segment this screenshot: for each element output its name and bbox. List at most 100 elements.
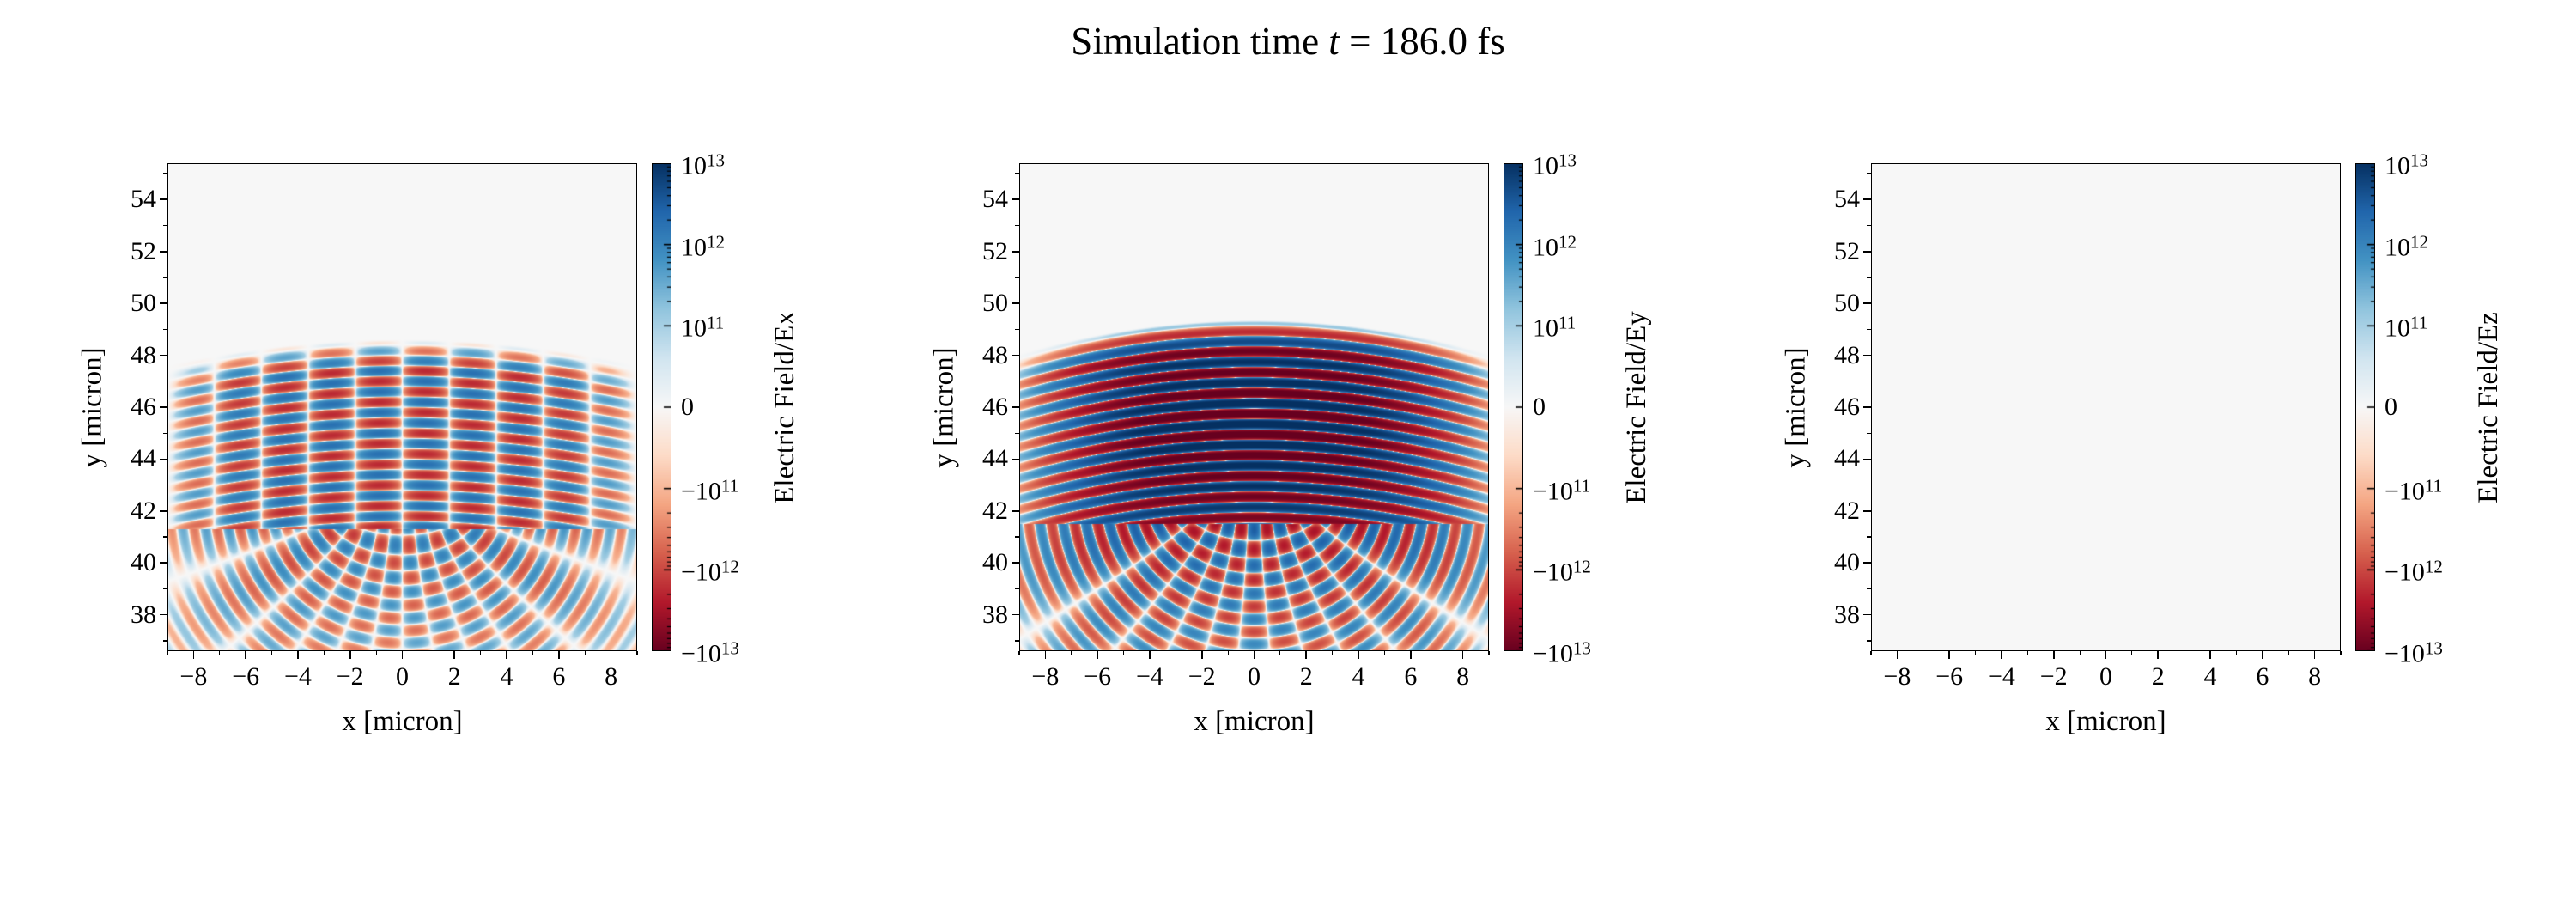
x-tick-label: −2 xyxy=(2039,662,2068,691)
y-tick-label: 46 xyxy=(131,393,156,421)
y-major-tick xyxy=(1012,613,1019,616)
y-minor-tick xyxy=(163,328,167,330)
x-major-tick xyxy=(2262,651,2263,659)
x-minor-tick xyxy=(375,651,377,655)
y-tick-label: 46 xyxy=(982,393,1008,421)
y-major-tick xyxy=(1012,406,1019,408)
x-major-tick xyxy=(1948,651,1950,659)
y-tick-label: 38 xyxy=(1834,600,1860,629)
heatmap-ez: −8 −6 −4 −2 0 2 4 6 8 38 40 42 44 46 48 50 52 54 xyxy=(1834,163,2342,691)
x-major-tick xyxy=(2052,651,2055,659)
y-major-tick xyxy=(1863,406,1871,408)
y-major-tick xyxy=(1863,354,1871,357)
y-tick-label: 50 xyxy=(131,289,156,318)
y-tick-label: 52 xyxy=(982,236,1008,265)
y-major-tick xyxy=(160,562,167,564)
colorbar-tick-label: 1011 xyxy=(2385,312,2428,343)
x-minor-tick xyxy=(1122,651,1125,655)
x-minor-tick xyxy=(1488,651,1490,655)
x-major-tick xyxy=(2157,651,2160,659)
colorbar-tick-label: −1011 xyxy=(1533,475,1591,506)
x-major-tick xyxy=(1044,651,1047,659)
x-tick-label: −6 xyxy=(1935,662,1964,691)
figure-title: Simulation time t = 186.0 fs xyxy=(0,19,2576,64)
colorbar-label-ex: Electric Field/Ex xyxy=(764,163,805,651)
y-major-tick xyxy=(1863,510,1871,512)
panel-ez: y [micron] −8 −6 −4 −2 0 2 4 6 8 38 40 42 44 46 48 50 52… xyxy=(1781,150,2576,799)
x-major-tick xyxy=(506,651,507,659)
x-axis-label: x [micron] xyxy=(342,706,463,737)
y-minor-tick xyxy=(163,536,167,538)
x-minor-tick xyxy=(480,651,482,655)
y-major-tick xyxy=(1863,562,1871,564)
y-tick-label: 40 xyxy=(131,548,156,577)
colorbar-tick-label: −1012 xyxy=(681,556,739,587)
colorbar-tick-label: 1012 xyxy=(2385,231,2428,262)
colorbar-tick-label: 1012 xyxy=(1533,231,1577,262)
x-major-tick xyxy=(192,651,195,659)
x-tick-label: 0 xyxy=(2099,662,2112,691)
x-minor-tick xyxy=(636,651,638,655)
y-tick-label: 54 xyxy=(1834,185,1860,214)
x-major-tick xyxy=(1253,651,1255,659)
x-minor-tick xyxy=(219,651,221,655)
y-tick-label: 42 xyxy=(982,496,1008,525)
colorbar-tick-label: −1011 xyxy=(2385,475,2443,506)
y-axis-label: y [micron] xyxy=(72,163,113,651)
x-major-tick xyxy=(2209,651,2211,659)
y-major-tick xyxy=(160,354,167,357)
y-minor-tick xyxy=(1867,328,1871,330)
colorbar-tick-label: 0 xyxy=(1533,393,1546,421)
x-major-tick xyxy=(245,651,246,659)
colorbar-canvas-ex xyxy=(652,163,671,651)
y-minor-tick xyxy=(1867,640,1871,642)
x-axis-label: x [micron] xyxy=(1194,706,1315,737)
colorbar-tick-label: 0 xyxy=(2385,393,2397,421)
y-tick-label: 46 xyxy=(1834,393,1860,421)
y-major-tick xyxy=(1863,198,1871,201)
y-minor-tick xyxy=(1015,640,1019,642)
y-major-tick xyxy=(160,198,167,201)
colorbar-tick-label: 1011 xyxy=(1533,312,1577,343)
y-minor-tick xyxy=(1867,224,1871,227)
y-axis-label-text: y [micron] xyxy=(928,346,960,468)
x-major-tick xyxy=(2001,651,2002,659)
y-major-tick xyxy=(1863,458,1871,460)
colorbar-canvas-ez xyxy=(2355,163,2375,651)
y-major-tick xyxy=(160,458,167,460)
colorbar-tick-label: −1012 xyxy=(2385,556,2443,587)
y-axis-label: y [micron] xyxy=(1776,163,1817,651)
y-major-tick xyxy=(1012,354,1019,357)
x-tick-label: 4 xyxy=(500,662,513,691)
x-major-tick xyxy=(349,651,351,659)
x-axis-label: x [micron] xyxy=(2045,706,2166,737)
y-tick-label: 54 xyxy=(982,185,1008,214)
y-minor-tick xyxy=(1015,328,1019,330)
x-minor-tick xyxy=(1332,651,1334,655)
y-tick-label: 38 xyxy=(982,600,1008,629)
y-tick-label: 50 xyxy=(982,289,1008,318)
panels-row: y [micron] −8 −6 −4 −2 0 2 4 6 8 38 40 42 44 46 48 50 52… xyxy=(77,150,2576,799)
y-tick-label: 48 xyxy=(1834,340,1860,369)
y-major-tick xyxy=(1863,613,1871,616)
x-tick-label: 8 xyxy=(605,662,618,691)
x-major-tick xyxy=(2313,651,2316,659)
y-major-tick xyxy=(1863,302,1871,304)
x-tick-label: −4 xyxy=(1135,662,1163,691)
x-minor-tick xyxy=(270,651,273,655)
x-tick-label: −8 xyxy=(1031,662,1060,691)
y-major-tick xyxy=(160,613,167,616)
x-minor-tick xyxy=(1227,651,1229,655)
y-tick-label: 44 xyxy=(1834,444,1860,473)
x-major-tick xyxy=(1896,651,1899,659)
colorbar-tick-label: −1012 xyxy=(1533,556,1591,587)
figure-title-variable: t xyxy=(1328,20,1340,63)
y-axis-label-text: y [micron] xyxy=(1780,346,1812,468)
x-major-tick xyxy=(558,651,560,659)
y-minor-tick xyxy=(1867,432,1871,434)
y-tick-label: 50 xyxy=(1834,289,1860,318)
x-major-tick xyxy=(2105,651,2107,659)
x-major-tick xyxy=(1410,651,1412,659)
figure-title-suffix: = 186.0 fs xyxy=(1339,20,1505,63)
x-tick-label: −4 xyxy=(1987,662,2015,691)
